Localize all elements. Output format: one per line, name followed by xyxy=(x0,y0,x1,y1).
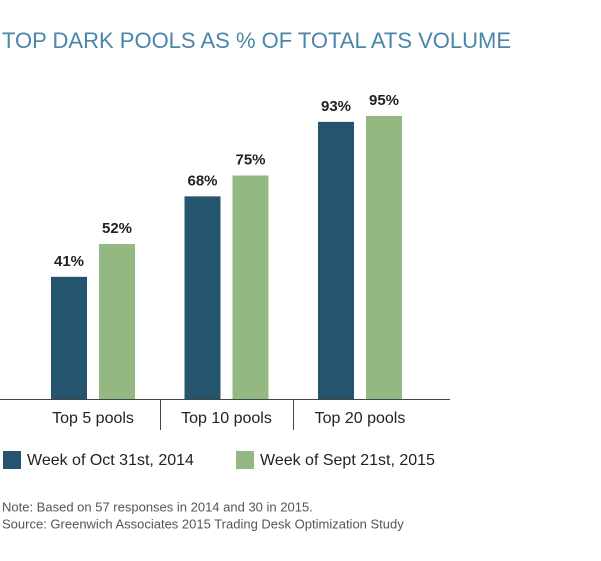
value-label: 41% xyxy=(54,253,84,270)
note: Note: Based on 57 responses in 2014 and … xyxy=(2,499,313,514)
source: Source: Greenwich Associates 2015 Tradin… xyxy=(2,516,404,531)
legend-label: Week of Sept 21st, 2015 xyxy=(260,452,435,469)
legend-swatch xyxy=(3,451,21,469)
bar xyxy=(184,196,221,399)
x-tick-label: Top 5 pools xyxy=(52,410,134,427)
value-label: 68% xyxy=(187,172,217,189)
bar xyxy=(366,115,402,400)
value-label: 75% xyxy=(235,151,265,168)
chart-title: TOP DARK POOLS AS % OF TOTAL ATS VOLUME xyxy=(2,28,511,53)
value-label: 52% xyxy=(102,220,132,237)
legend-label: Week of Oct 31st, 2014 xyxy=(27,452,194,469)
x-tick-label: Top 10 pools xyxy=(181,410,272,427)
value-label: 93% xyxy=(321,98,351,115)
bar xyxy=(99,244,135,399)
x-tick-label: Top 20 pools xyxy=(315,410,406,427)
bar xyxy=(51,276,87,399)
bar xyxy=(318,121,354,400)
legend-swatch xyxy=(236,451,254,469)
value-label: 95% xyxy=(369,92,399,109)
bar xyxy=(232,175,269,399)
